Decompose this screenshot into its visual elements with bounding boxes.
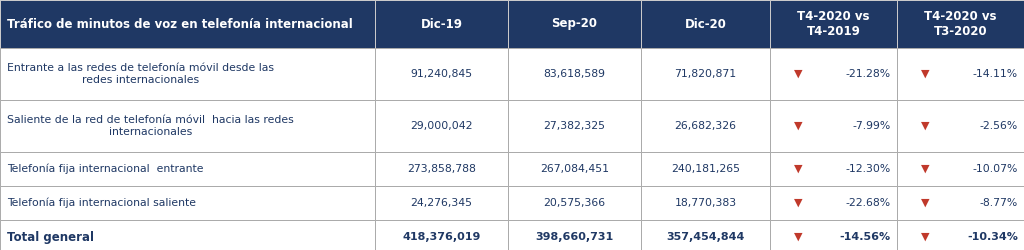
Text: -10.07%: -10.07% xyxy=(973,164,1018,174)
Bar xyxy=(770,220,897,250)
Bar xyxy=(508,152,641,186)
Bar xyxy=(375,100,508,152)
Bar xyxy=(770,152,897,186)
Bar xyxy=(770,0,897,48)
Bar xyxy=(897,100,1024,152)
Bar xyxy=(508,0,641,48)
Bar xyxy=(0,0,375,48)
Text: ▼: ▼ xyxy=(921,198,929,208)
Bar xyxy=(770,100,897,152)
Text: 26,682,326: 26,682,326 xyxy=(675,121,736,131)
Bar xyxy=(0,100,375,152)
Bar xyxy=(375,48,508,100)
Bar xyxy=(897,48,1024,100)
Text: 18,770,383: 18,770,383 xyxy=(675,198,736,208)
Text: ▼: ▼ xyxy=(921,232,929,242)
Text: -21.28%: -21.28% xyxy=(846,69,891,79)
Bar xyxy=(508,100,641,152)
Text: Telefonía fija internacional saliente: Telefonía fija internacional saliente xyxy=(7,198,196,208)
Bar xyxy=(508,220,641,250)
Bar xyxy=(375,0,508,48)
Text: Entrante a las redes de telefonía móvil desde las
redes internacionales: Entrante a las redes de telefonía móvil … xyxy=(7,63,274,85)
Text: Dic-20: Dic-20 xyxy=(685,18,726,30)
Text: -22.68%: -22.68% xyxy=(846,198,891,208)
Text: 71,820,871: 71,820,871 xyxy=(675,69,736,79)
Text: Dic-19: Dic-19 xyxy=(421,18,463,30)
Text: Telefonía fija internacional  entrante: Telefonía fija internacional entrante xyxy=(7,164,204,174)
Text: ▼: ▼ xyxy=(794,232,802,242)
Bar xyxy=(641,48,770,100)
Text: Tráfico de minutos de voz en telefonía internacional: Tráfico de minutos de voz en telefonía i… xyxy=(7,18,352,30)
Bar xyxy=(508,48,641,100)
Bar xyxy=(508,186,641,220)
Text: ▼: ▼ xyxy=(921,69,929,79)
Bar xyxy=(897,152,1024,186)
Text: 83,618,589: 83,618,589 xyxy=(544,69,605,79)
Bar xyxy=(641,220,770,250)
Text: 418,376,019: 418,376,019 xyxy=(402,232,480,242)
Bar xyxy=(375,152,508,186)
Bar xyxy=(641,100,770,152)
Text: 267,084,451: 267,084,451 xyxy=(540,164,609,174)
Text: 27,382,325: 27,382,325 xyxy=(544,121,605,131)
Text: 273,858,788: 273,858,788 xyxy=(408,164,476,174)
Bar xyxy=(641,186,770,220)
Bar xyxy=(0,152,375,186)
Bar xyxy=(0,48,375,100)
Text: -7.99%: -7.99% xyxy=(853,121,891,131)
Bar xyxy=(0,220,375,250)
Bar xyxy=(375,220,508,250)
Text: -14.11%: -14.11% xyxy=(973,69,1018,79)
Text: -12.30%: -12.30% xyxy=(846,164,891,174)
Bar xyxy=(641,0,770,48)
Text: 240,181,265: 240,181,265 xyxy=(671,164,740,174)
Bar xyxy=(641,152,770,186)
Text: 398,660,731: 398,660,731 xyxy=(536,232,613,242)
Bar xyxy=(897,0,1024,48)
Text: ▼: ▼ xyxy=(794,69,802,79)
Text: 20,575,366: 20,575,366 xyxy=(544,198,605,208)
Bar xyxy=(770,186,897,220)
Text: Total general: Total general xyxy=(7,230,94,243)
Text: -2.56%: -2.56% xyxy=(980,121,1018,131)
Text: ▼: ▼ xyxy=(921,164,929,174)
Text: ▼: ▼ xyxy=(794,164,802,174)
Text: T4-2020 vs
T4-2019: T4-2020 vs T4-2019 xyxy=(798,10,869,38)
Text: T4-2020 vs
T3-2020: T4-2020 vs T3-2020 xyxy=(925,10,996,38)
Text: 29,000,042: 29,000,042 xyxy=(411,121,473,131)
Text: ▼: ▼ xyxy=(921,121,929,131)
Bar xyxy=(770,48,897,100)
Text: -8.77%: -8.77% xyxy=(980,198,1018,208)
Text: 357,454,844: 357,454,844 xyxy=(667,232,744,242)
Text: -10.34%: -10.34% xyxy=(967,232,1018,242)
Bar xyxy=(897,186,1024,220)
Bar xyxy=(0,186,375,220)
Bar xyxy=(375,186,508,220)
Text: Sep-20: Sep-20 xyxy=(552,18,597,30)
Text: 91,240,845: 91,240,845 xyxy=(411,69,472,79)
Text: ▼: ▼ xyxy=(794,121,802,131)
Text: -14.56%: -14.56% xyxy=(840,232,891,242)
Bar xyxy=(897,220,1024,250)
Text: ▼: ▼ xyxy=(794,198,802,208)
Text: 24,276,345: 24,276,345 xyxy=(411,198,472,208)
Text: Saliente de la red de telefonía móvil  hacia las redes
internacionales: Saliente de la red de telefonía móvil ha… xyxy=(7,115,294,137)
